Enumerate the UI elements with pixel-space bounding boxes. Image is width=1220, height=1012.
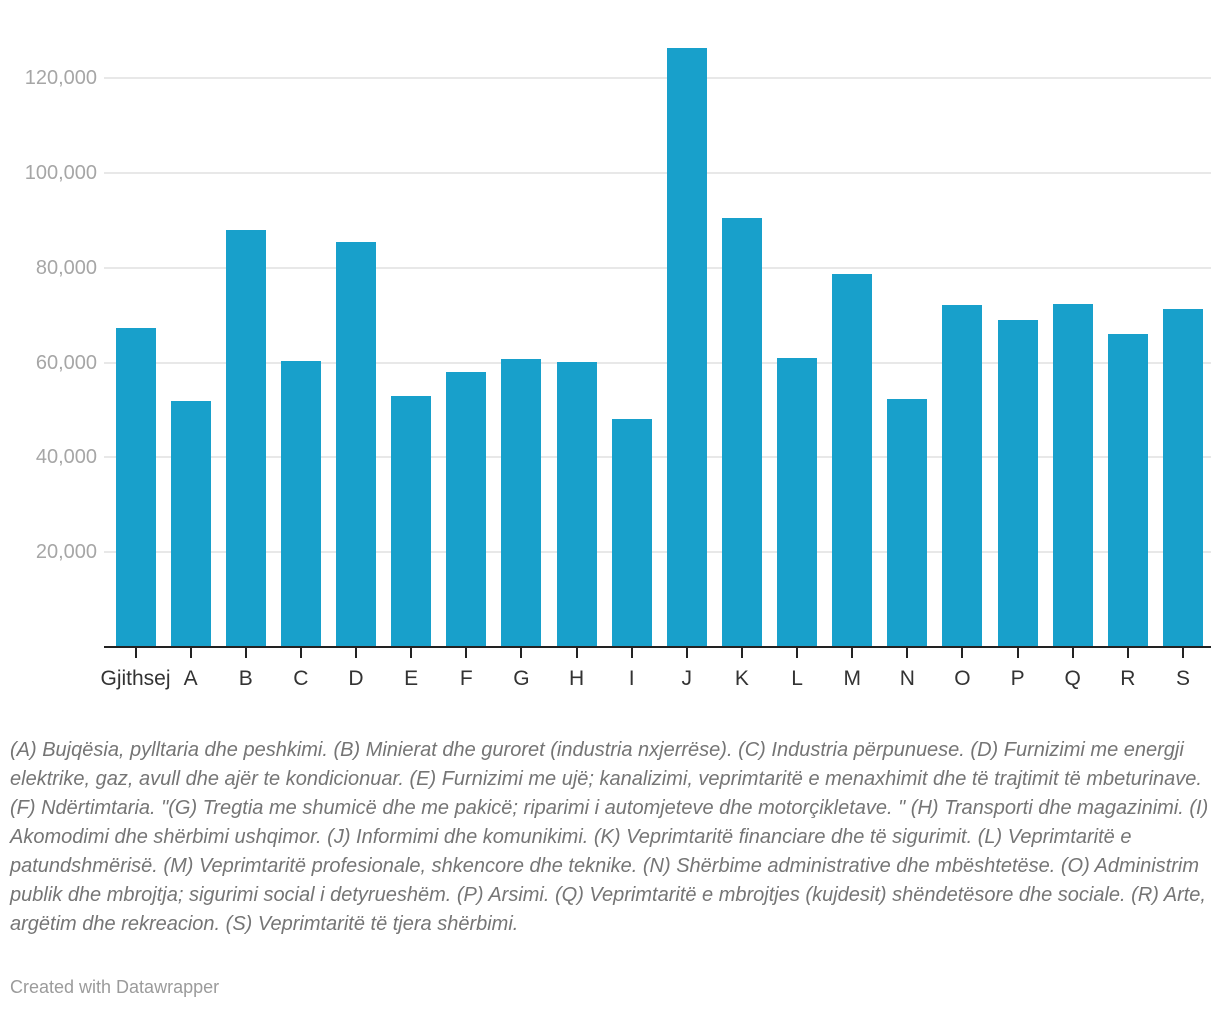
bar-G[interactable] (501, 358, 542, 647)
y-gridline-60,000 (104, 361, 1211, 364)
x-axis-label-Q: Q (1064, 667, 1081, 690)
bar-I[interactable] (611, 419, 652, 647)
datawrapper-attribution-link[interactable]: Created with Datawrapper (10, 977, 220, 997)
y-gridline-80,000 (104, 266, 1211, 269)
bar-D[interactable] (336, 241, 377, 647)
x-axis-tick (906, 648, 909, 658)
x-axis-label-E: E (404, 667, 419, 690)
bar-Q[interactable] (1052, 303, 1093, 647)
bar-K[interactable] (721, 217, 762, 647)
bar-P[interactable] (997, 319, 1038, 647)
bar-N[interactable] (887, 398, 928, 647)
x-axis-label-J: J (681, 667, 693, 690)
x-axis-label-M: M (843, 667, 861, 690)
x-axis-label-S: S (1175, 667, 1190, 690)
x-axis-label-I: I (628, 667, 635, 690)
y-gridline-40,000 (104, 456, 1211, 459)
x-axis-label-N: N (899, 667, 915, 690)
x-axis-label-K: K (734, 667, 749, 690)
x-axis-label-D: D (348, 667, 364, 690)
x-axis-tick (134, 648, 137, 658)
x-axis-tick (1016, 648, 1019, 658)
x-axis-tick (299, 648, 302, 658)
x-axis-tick (685, 648, 688, 658)
y-gridline-120,000 (104, 77, 1211, 80)
x-axis-tick (410, 648, 413, 658)
y-gridline-20,000 (104, 551, 1211, 554)
x-axis-tick (244, 648, 247, 658)
x-axis-tick (355, 648, 358, 658)
bar-Gjithsej[interactable] (115, 328, 156, 647)
bar-A[interactable] (170, 400, 211, 647)
x-axis-label-C: C (293, 667, 309, 690)
x-axis-label-B: B (238, 667, 253, 690)
x-axis-tick (189, 648, 192, 658)
bar-H[interactable] (556, 361, 597, 647)
x-axis-tick (796, 648, 799, 658)
y-axis-tick-label: 80,000 (35, 256, 97, 279)
x-axis-label-R: R (1120, 667, 1136, 690)
x-axis-label-Gjithsej: Gjithsej (100, 667, 171, 690)
bar-B[interactable] (225, 229, 266, 647)
bar-S[interactable] (1162, 309, 1203, 647)
x-axis-tick (961, 648, 964, 658)
bar-E[interactable] (391, 396, 432, 647)
x-axis-tick (520, 648, 523, 658)
x-axis-label-L: L (791, 667, 803, 690)
bar-J[interactable] (666, 48, 707, 647)
bar-O[interactable] (942, 305, 983, 647)
x-axis-tick (1181, 648, 1184, 658)
x-axis-label-O: O (954, 667, 971, 690)
x-axis-label-F: F (459, 667, 473, 690)
x-axis-label-G: G (513, 667, 530, 690)
bar-M[interactable] (832, 273, 873, 647)
y-axis-tick-label: 120,000 (24, 67, 97, 90)
bar-R[interactable] (1107, 334, 1148, 647)
footnote-legend-text: (A) Bujqësia, pylltaria dhe peshkimi. (B… (10, 739, 1209, 935)
x-axis-label-H: H (568, 667, 585, 690)
x-axis-tick (465, 648, 468, 658)
bar-F[interactable] (446, 371, 487, 647)
x-axis-tick (630, 648, 633, 658)
x-axis-label-P: P (1010, 667, 1025, 690)
x-axis-tick (1071, 648, 1074, 658)
y-axis-tick-label: 60,000 (35, 351, 97, 374)
y-axis-tick-label: 40,000 (35, 446, 97, 469)
bar-C[interactable] (280, 360, 321, 647)
x-axis-tick (1126, 648, 1129, 658)
bar-L[interactable] (777, 357, 818, 647)
x-axis-tick (740, 648, 743, 658)
y-axis-tick-label: 20,000 (35, 541, 97, 564)
y-gridline-100,000 (104, 172, 1211, 174)
x-axis-tick (851, 648, 854, 658)
bar-chart-plot-area: 20,000 40,000 60,000 80,000 100,000 120,000 Gj… (24, 48, 1211, 690)
x-axis-tick (575, 648, 578, 658)
x-axis-line (104, 646, 1211, 648)
y-axis-tick-label: 100,000 (24, 162, 97, 184)
x-axis-label-A: A (183, 667, 198, 690)
